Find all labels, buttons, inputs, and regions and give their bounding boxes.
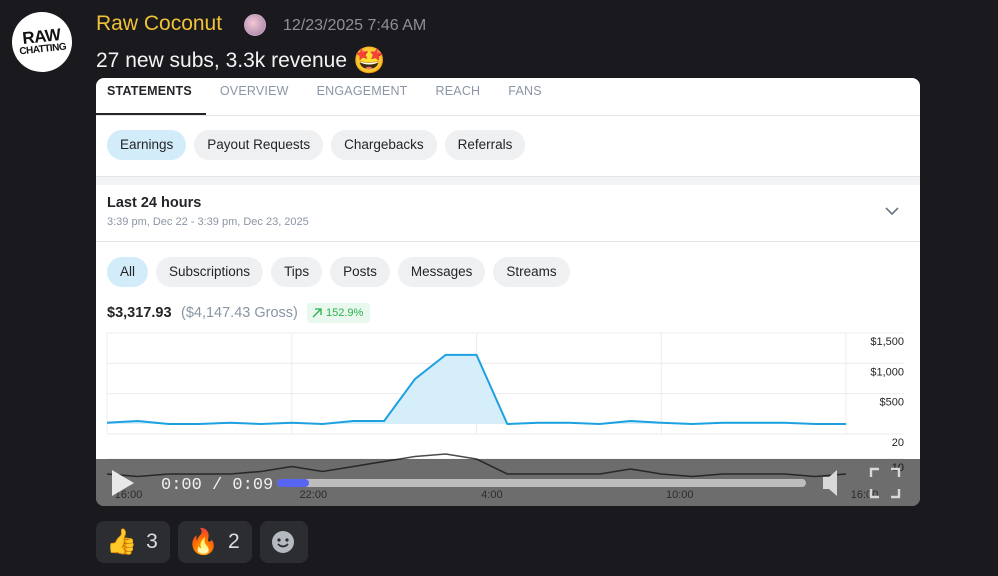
tab[interactable]: FANS [508, 84, 542, 98]
play-button[interactable] [112, 470, 134, 496]
gross-total: ($4,147.43 Gross) [181, 305, 298, 321]
subtab-bar: Earnings Payout Requests Chargebacks Referr… [107, 130, 526, 160]
subtab-pill[interactable]: Payout Requests [194, 130, 324, 160]
tab[interactable]: ENGAGEMENT [316, 84, 408, 98]
add-reaction[interactable] [259, 521, 308, 563]
avatar-text: CHATTING [18, 41, 67, 58]
chart: $500$1,000$1,500102016:0022:004:0010:001… [96, 332, 920, 506]
chevron[interactable] [884, 206, 900, 216]
period-title[interactable]: Last 24 hours [107, 195, 202, 211]
line [106, 353, 846, 426]
filter-pill[interactable]: Subscriptions [156, 257, 264, 287]
emoji: 🤩 [353, 45, 386, 75]
video-embed[interactable]: STATEMENTS OVERVIEW ENGAGEMENT REACH FANS Ea… [96, 78, 920, 506]
filter-pill[interactable]: Posts [330, 257, 390, 287]
subtab-pill[interactable]: Chargebacks [331, 130, 437, 160]
filter-pill[interactable]: Messages [397, 257, 486, 287]
tab-bar: STATEMENTS OVERVIEW ENGAGEMENT REACH FANS [96, 78, 920, 116]
filter-bar: All Subscriptions Tips Posts Messages Streams [107, 257, 570, 287]
filter-pill[interactable]: Tips [271, 257, 323, 287]
y-tick-label: $1,000 [870, 366, 904, 378]
video-time: 0:00 / 0:09 [161, 476, 273, 495]
tab[interactable]: OVERVIEW [219, 84, 289, 98]
subtab-pill[interactable]: Referrals [444, 130, 526, 160]
progress-buffer [277, 479, 309, 487]
filter-pill[interactable]: All [107, 257, 149, 287]
timestamp: 12/23/2025 7:46 AM [283, 17, 427, 34]
role-badge [244, 14, 266, 36]
reaction[interactable]: 👍 3 [96, 521, 170, 563]
subtab-pill[interactable]: Earnings [107, 130, 187, 160]
change-value: 152.9% [326, 307, 364, 319]
y-tick-label: $1,500 [870, 336, 904, 348]
up-arrow [312, 308, 322, 318]
divider [96, 176, 920, 185]
smiley-icon [271, 531, 294, 553]
change-badge: 152.9% [307, 303, 371, 323]
progress-track[interactable] [277, 479, 806, 487]
video-controls: 0:00 / 0:09 [96, 459, 920, 506]
reaction-emoji: 👍 [106, 527, 138, 556]
tab[interactable]: REACH [435, 84, 481, 98]
period-range: 3:39 pm, Dec 22 - 3:39 pm, Dec 23, 2025 [107, 216, 309, 228]
reaction-count: 3 [146, 530, 158, 553]
reaction-emoji: 🔥 [187, 527, 219, 556]
fullscreen-button[interactable] [869, 467, 901, 499]
reaction-count: 2 [227, 530, 240, 553]
divider [96, 241, 920, 242]
author-name[interactable]: Raw Coconut [96, 12, 223, 35]
y-tick-label: 20 [892, 437, 904, 449]
volume-button[interactable] [823, 470, 837, 496]
reactions: 👍 3 🔥 2 [96, 521, 308, 563]
tab[interactable]: STATEMENTS [96, 78, 206, 115]
avatar[interactable]: RAW CHATTING [9, 9, 75, 75]
area-fill [107, 354, 846, 424]
reaction[interactable]: 🔥 2 [177, 521, 252, 563]
message-text: 27 new subs, 3.3k revenue 🤩 [96, 45, 385, 76]
message-body: 27 new subs, 3.3k revenue [96, 48, 347, 72]
filter-pill[interactable]: Streams [493, 257, 570, 287]
net-total: $3,317.93 [107, 305, 172, 321]
y-tick-label: $500 [880, 397, 904, 409]
